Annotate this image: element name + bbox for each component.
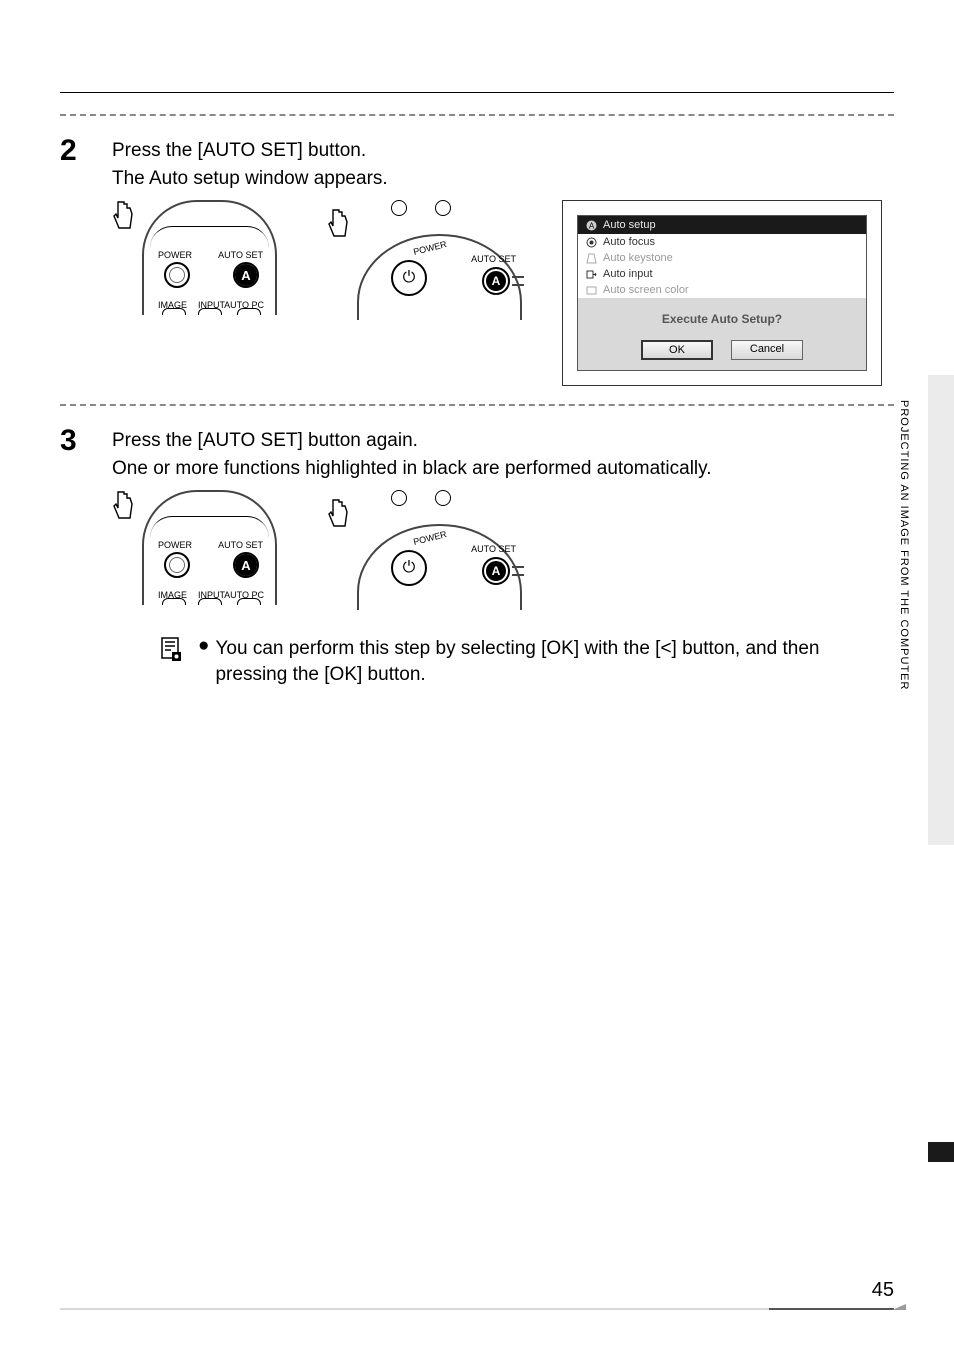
side-tab-label: PROJECTING AN IMAGE FROM THE COMPUTER <box>898 400 910 690</box>
page-footer-rule <box>60 1308 894 1310</box>
a-badge-icon: A <box>235 264 257 286</box>
step-desc: The Auto setup window appears. <box>112 168 894 190</box>
input-icon <box>586 269 597 280</box>
projector-autoset-button[interactable]: A <box>482 557 510 585</box>
remote-power-label: POWER <box>158 250 192 260</box>
dashed-divider <box>60 404 894 406</box>
dialog-row-input[interactable]: Auto input <box>578 266 866 282</box>
keystone-icon <box>586 253 597 264</box>
step-title: Press the [AUTO SET] button again. <box>112 430 894 452</box>
remote-diagram: POWER AUTO SET IMAGE INPUT AUTO PC A <box>142 200 277 315</box>
step-number: 3 <box>60 424 88 458</box>
step-number: 2 <box>60 134 88 168</box>
hand-icon <box>112 200 136 230</box>
svg-text:A: A <box>589 221 595 230</box>
remote-autopc-button[interactable] <box>237 308 261 315</box>
dialog-row-label: Auto keystone <box>603 252 673 264</box>
remote-autopc-button[interactable] <box>237 598 261 605</box>
cancel-button[interactable]: Cancel <box>731 340 803 360</box>
projector-side-slot <box>512 276 524 286</box>
dialog-row-screen-color[interactable]: Auto screen color <box>578 282 866 298</box>
dialog-row-keystone[interactable]: Auto keystone <box>578 250 866 266</box>
projector-top-icon <box>391 200 407 216</box>
remote-power-button[interactable] <box>164 552 190 578</box>
dialog-title-bar: A Auto setup <box>578 216 866 234</box>
remote-diagram: POWER AUTO SET IMAGE INPUT AUTO PC A <box>142 490 277 605</box>
remote-power-button[interactable] <box>164 262 190 288</box>
step-2: 2 Press the [AUTO SET] button. The Auto … <box>60 134 894 386</box>
page-number: 45 <box>872 1279 894 1302</box>
projector-autoset-label: AUTO SET <box>471 254 516 264</box>
dialog-row-label: Auto focus <box>603 236 655 248</box>
auto-setup-icon: A <box>586 220 597 231</box>
dialog-row-label: Auto screen color <box>603 284 689 296</box>
a-badge-icon: A <box>486 271 506 291</box>
a-badge-icon: A <box>486 561 506 581</box>
dialog-title-text: Auto setup <box>603 219 656 231</box>
bullet-icon: ● <box>198 636 209 687</box>
diagrams-step3: POWER AUTO SET IMAGE INPUT AUTO PC A <box>112 490 894 610</box>
side-tab <box>928 375 954 845</box>
screen-color-icon <box>586 285 597 296</box>
projector-autoset-button[interactable]: A <box>482 267 510 295</box>
projector-side-slot <box>512 566 524 576</box>
page-corner-icon <box>892 1304 906 1310</box>
projector-diagram: POWER AUTO SET A <box>357 200 522 320</box>
remote-autoset-button[interactable]: A <box>233 262 259 288</box>
diagrams-step2: POWER AUTO SET IMAGE INPUT AUTO PC A <box>112 200 522 320</box>
step-desc: One or more functions highlighted in bla… <box>112 458 894 480</box>
remote-input-button[interactable] <box>198 598 222 605</box>
step-title: Press the [AUTO SET] button. <box>112 140 894 162</box>
projector-top-icon <box>435 490 451 506</box>
dialog-row-label: Auto input <box>603 268 653 280</box>
note-text: You can perform this step by selecting [… <box>215 636 894 687</box>
projector-top-icon <box>435 200 451 216</box>
remote-autoset-button[interactable]: A <box>233 552 259 578</box>
a-badge-icon: A <box>235 554 257 576</box>
hand-icon <box>327 208 351 238</box>
remote-image-button[interactable] <box>162 308 186 315</box>
dialog-row-focus[interactable]: Auto focus <box>578 234 866 250</box>
hand-icon <box>112 490 136 520</box>
projector-power-button[interactable] <box>391 550 427 586</box>
remote-autoset-label: AUTO SET <box>218 250 263 260</box>
note: ● You can perform this step by selecting… <box>160 636 894 687</box>
ok-button[interactable]: OK <box>641 340 713 360</box>
dashed-divider <box>60 114 894 116</box>
focus-icon <box>586 237 597 248</box>
remote-input-button[interactable] <box>198 308 222 315</box>
projector-autoset-label: AUTO SET <box>471 544 516 554</box>
hand-icon <box>327 498 351 528</box>
side-marker <box>928 1142 954 1162</box>
remote-autoset-label: AUTO SET <box>218 540 263 550</box>
remote-image-button[interactable] <box>162 598 186 605</box>
note-icon <box>160 636 182 662</box>
auto-setup-dialog: A Auto setup Auto focus <box>562 200 882 386</box>
step-3: 3 Press the [AUTO SET] button again. One… <box>60 424 894 610</box>
top-rule <box>60 92 894 93</box>
projector-power-button[interactable] <box>391 260 427 296</box>
projector-top-icon <box>391 490 407 506</box>
projector-diagram: POWER AUTO SET A <box>357 490 522 610</box>
dialog-prompt: Execute Auto Setup? <box>588 312 856 326</box>
remote-power-label: POWER <box>158 540 192 550</box>
